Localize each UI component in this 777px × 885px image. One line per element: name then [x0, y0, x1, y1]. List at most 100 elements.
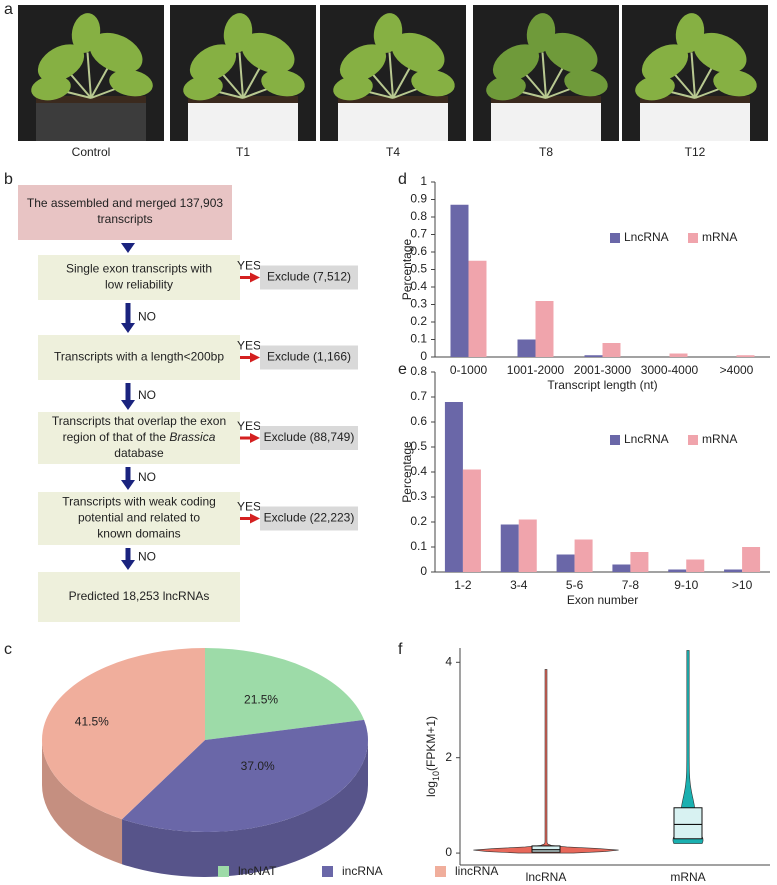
bar — [612, 564, 631, 572]
bar — [518, 519, 537, 572]
text-part: low reliability — [105, 278, 173, 292]
bar — [686, 559, 705, 572]
step-box — [38, 412, 240, 464]
panel-label: c — [4, 641, 12, 658]
exclude-box — [260, 506, 358, 531]
stem — [524, 72, 547, 99]
stem — [69, 72, 92, 99]
x-tick-label: >10 — [732, 578, 753, 592]
end-box — [38, 572, 240, 622]
pie-slice — [42, 648, 205, 820]
arrow-head — [250, 272, 260, 283]
y-tick-label: 0.2 — [410, 514, 427, 528]
box — [531, 845, 561, 853]
bar — [574, 539, 593, 572]
leaf — [635, 75, 675, 101]
step-box — [38, 335, 240, 380]
leaf — [333, 75, 373, 101]
box-text: Transcripts with weak coding — [62, 495, 216, 509]
data-label: 37.0% — [241, 759, 275, 773]
pot — [491, 98, 601, 141]
legend-swatch — [218, 866, 229, 877]
bar — [517, 339, 536, 357]
exclude-box — [260, 265, 358, 290]
bar — [556, 554, 575, 572]
legend-label: lincRNA — [455, 864, 498, 878]
box — [673, 807, 703, 840]
text-part: The assembled and merged 137,903 — [27, 196, 223, 210]
leaf — [31, 75, 71, 101]
y-tick-label: 0 — [445, 845, 452, 859]
start-box — [18, 185, 232, 240]
arrow-head — [121, 400, 135, 410]
x-tick-label: 3000-4000 — [641, 363, 699, 377]
leaf — [189, 44, 237, 82]
leaf — [713, 69, 757, 97]
legend-label: LncRNA — [624, 230, 669, 244]
box-text: Transcripts with a length<200bp — [54, 350, 224, 364]
y-tick-label: 4 — [445, 654, 452, 668]
y-tick-label: 0.5 — [410, 262, 427, 276]
x-axis-label: Exon number — [567, 593, 638, 607]
y-tick-label: 0.6 — [410, 244, 427, 258]
text-part: database — [114, 446, 164, 460]
leaf — [109, 69, 153, 97]
leaf — [339, 44, 387, 82]
panel-label: d — [398, 171, 407, 188]
leaf — [37, 44, 85, 82]
yes-label: YES — [237, 500, 261, 514]
stem — [690, 52, 696, 99]
step-box — [38, 492, 240, 545]
stem — [238, 52, 244, 99]
pot — [36, 98, 146, 141]
leaf — [241, 32, 295, 74]
yes-label: YES — [237, 419, 261, 433]
arrow-head — [250, 352, 260, 363]
legend-label: incRNA — [342, 864, 383, 878]
soil — [36, 96, 146, 103]
stem — [545, 66, 565, 99]
box-text: known domains — [97, 527, 180, 541]
legend-swatch — [688, 435, 698, 445]
photo-label: T1 — [236, 145, 250, 159]
x-axis-label: Transcript length (nt) — [547, 378, 657, 392]
box-text: The assembled and merged 137,903 — [27, 196, 223, 210]
stem — [86, 52, 92, 99]
text-part: Transcripts with weak coding — [62, 495, 216, 509]
no-label: NO — [138, 470, 156, 484]
legend-swatch — [322, 866, 333, 877]
text-part: Transcripts with a length<200bp — [54, 350, 224, 364]
no-label: NO — [138, 310, 156, 324]
pot — [188, 98, 298, 141]
soil — [640, 96, 750, 103]
photo-label: T8 — [539, 145, 553, 159]
y-tick-label: 0.8 — [410, 364, 427, 378]
exclude-box — [260, 426, 358, 450]
legend-swatch — [610, 435, 620, 445]
soil — [338, 96, 448, 103]
x-tick-label: 0-1000 — [450, 363, 488, 377]
text-part: Single exon transcripts with — [66, 262, 212, 276]
panel-label: f — [398, 641, 403, 658]
exclude-box — [260, 345, 358, 370]
box-text: potential and related to — [78, 511, 200, 525]
y-tick-label: 0.7 — [410, 389, 427, 403]
leaf — [183, 75, 223, 101]
box-text: Single exon transcripts with — [66, 262, 212, 276]
photo-label: Control — [72, 145, 111, 159]
arrow-head — [121, 560, 135, 570]
y-tick-label: 0.1 — [410, 332, 427, 346]
bar — [736, 355, 755, 357]
y-tick-label: 1 — [420, 174, 427, 188]
box-text: database — [114, 446, 164, 460]
legend-swatch — [610, 233, 620, 243]
leaf — [544, 32, 598, 74]
y-axis-label: log10(FPKM+1) — [424, 716, 441, 797]
leaf — [492, 44, 540, 82]
leaf — [391, 32, 445, 74]
text-part: Brassica — [169, 430, 215, 444]
x-tick-label: 1001-2000 — [507, 363, 565, 377]
box-text: low reliability — [105, 278, 173, 292]
bar — [462, 469, 481, 572]
bar — [724, 569, 743, 572]
